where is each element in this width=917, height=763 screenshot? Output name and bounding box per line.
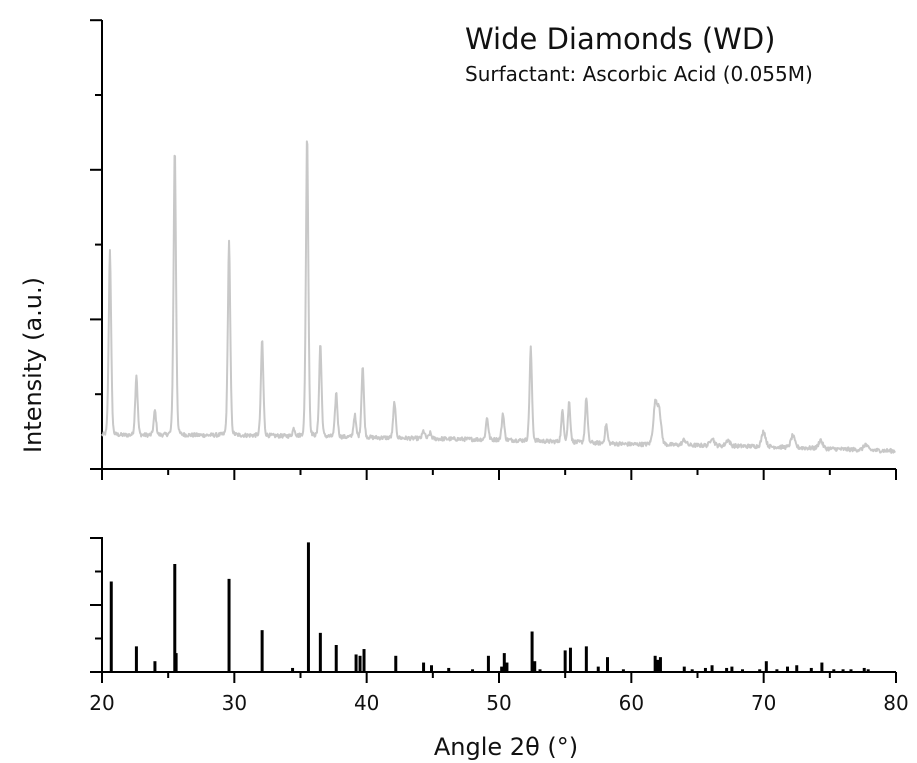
measured-pattern-line	[101, 140, 896, 454]
x-tick-label: 70	[751, 691, 776, 715]
chart-subtitle: Surfactant: Ascorbic Acid (0.055M)	[465, 62, 813, 86]
lower-x-ticks	[101, 672, 897, 683]
chart-title: Wide Diamonds (WD)	[465, 22, 775, 56]
measured-panel	[90, 19, 897, 480]
x-tick-label: 40	[354, 691, 379, 715]
x-axis-label: Angle 2θ (°)	[434, 733, 578, 761]
x-tick-labels: 20 30 40 50 60 70 80	[89, 691, 908, 715]
reference-sticks	[109, 542, 870, 672]
x-tick-label: 80	[883, 691, 908, 715]
x-tick-label: 20	[89, 691, 114, 715]
x-tick-label: 50	[486, 691, 511, 715]
x-tick-label: 30	[222, 691, 247, 715]
reference-panel	[90, 537, 897, 683]
x-tick-label: 60	[619, 691, 644, 715]
upper-x-ticks	[101, 469, 897, 480]
y-axis-label: Intensity (a.u.)	[19, 277, 47, 453]
upper-y-ticks	[90, 19, 102, 470]
lower-y-ticks	[90, 537, 102, 673]
